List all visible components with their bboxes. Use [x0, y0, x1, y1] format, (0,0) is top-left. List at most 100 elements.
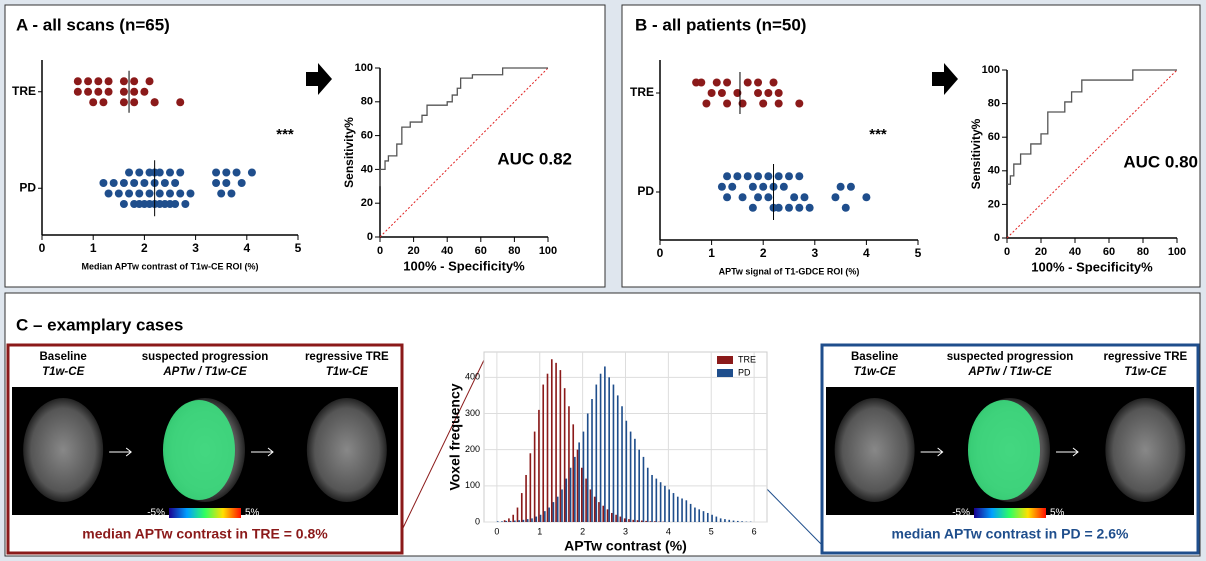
bar [533, 431, 536, 522]
dot [166, 200, 174, 208]
bar [611, 512, 613, 522]
bar [505, 520, 508, 522]
bar [591, 399, 593, 522]
bar [711, 514, 713, 522]
legend-label: TRE [738, 354, 756, 364]
bar [574, 456, 576, 522]
y-tick-label: 400 [465, 372, 480, 382]
y-tick-label: 300 [465, 408, 480, 418]
aptw-overlay [968, 400, 1040, 500]
roc-curve [379, 67, 548, 187]
bar [646, 467, 649, 522]
x-tick-label: 2 [141, 241, 148, 255]
brain-image [23, 398, 104, 502]
bar [595, 384, 598, 522]
bar [672, 493, 675, 522]
dot [145, 77, 154, 86]
x-tick-label: 60 [475, 245, 487, 257]
dot [186, 189, 195, 198]
dot [779, 182, 788, 191]
x-tick-label: 80 [508, 245, 520, 257]
x-tick-label: 2 [760, 246, 767, 260]
y-tick-label: 200 [465, 444, 480, 454]
case-caption: median APTw contrast in TRE = 0.8% [82, 526, 328, 542]
x-tick-label: 60 [1103, 246, 1115, 258]
image-heading: regressive TRE [1103, 351, 1187, 363]
x-tick-label: 100 [539, 245, 557, 257]
bar [732, 520, 735, 522]
dot [104, 77, 113, 86]
bar [572, 424, 575, 522]
dot [135, 189, 144, 198]
y-axis-title: Sensitivity% [969, 118, 983, 189]
bar [561, 489, 563, 522]
dot [130, 87, 139, 96]
dot [764, 193, 773, 202]
dot [125, 168, 134, 177]
dot [181, 200, 190, 208]
bar [694, 507, 696, 522]
bar [522, 519, 525, 522]
dot [759, 99, 768, 108]
x-axis-title: Median APTw contrast of T1w-CE ROI (%) [81, 261, 258, 271]
dot [237, 179, 246, 187]
x-tick-label: 0 [657, 246, 664, 260]
bar [681, 498, 683, 522]
dot [135, 200, 144, 208]
bar [676, 496, 679, 522]
dot [764, 89, 773, 97]
dot [130, 77, 139, 86]
connector [401, 359, 485, 531]
dot [119, 87, 128, 96]
dot [160, 179, 169, 187]
panel-a [4, 4, 606, 288]
dot [109, 179, 118, 187]
y-tick-label: 20 [361, 197, 373, 209]
bar [623, 518, 626, 522]
bar [559, 370, 562, 522]
dot [119, 77, 128, 86]
y-tick-label: TRE [12, 84, 36, 98]
bar [668, 489, 671, 522]
dot [155, 168, 164, 177]
dot [728, 182, 737, 191]
dot [99, 179, 108, 187]
dot [166, 168, 174, 177]
arrow [306, 63, 332, 95]
x-tick-label: 6 [752, 526, 757, 536]
image-subheading: T1w-CE [326, 366, 369, 378]
bar [616, 395, 619, 522]
bar [525, 474, 527, 522]
panel-title: B - all patients (n=50) [635, 15, 806, 34]
dot [795, 172, 804, 181]
image-subheading: T1w-CE [1124, 366, 1167, 378]
annotation: *** [276, 126, 294, 143]
bar [529, 453, 532, 522]
x-tick-label: 4 [863, 246, 870, 260]
bar [625, 420, 628, 522]
annotation: AUC 0.82 [497, 149, 572, 168]
image-arrow [1056, 447, 1079, 457]
dot [114, 189, 123, 198]
dot [795, 99, 804, 108]
dot [119, 98, 128, 107]
y-tick-label: 60 [361, 130, 373, 142]
dot [862, 193, 871, 202]
dot [754, 172, 763, 181]
legend-label: PD [738, 367, 751, 377]
bar [638, 449, 640, 522]
bar [552, 502, 555, 522]
image-heading: suspected progression [142, 351, 269, 363]
bar [645, 520, 647, 522]
image-arrow [920, 447, 944, 457]
bar [628, 519, 630, 522]
y-tick-label: 60 [988, 131, 1000, 143]
bar [685, 500, 688, 522]
x-tick-label: 3 [623, 526, 628, 536]
y-tick-label: 80 [361, 96, 373, 108]
x-tick-label: 40 [441, 245, 453, 257]
dot [166, 189, 174, 198]
bar [632, 519, 635, 522]
bar [520, 493, 523, 522]
dot [130, 179, 139, 187]
